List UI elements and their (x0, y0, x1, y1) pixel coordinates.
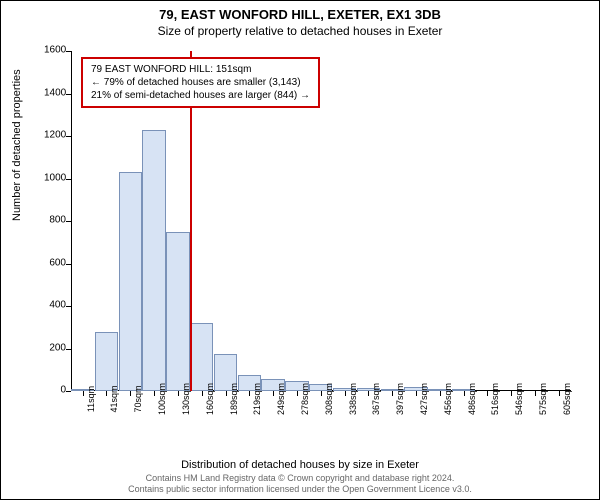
x-tick (559, 391, 560, 396)
annotation-line3: 21% of semi-detached houses are larger (… (91, 89, 310, 102)
x-tick-label: 397sqm (395, 383, 405, 415)
y-tick-label: 1000 (44, 172, 66, 183)
x-tick (535, 391, 536, 396)
x-tick (297, 391, 298, 396)
y-tick (66, 179, 71, 180)
x-tick-label: 278sqm (300, 383, 310, 415)
x-tick (130, 391, 131, 396)
x-tick-label: 11sqm (86, 386, 96, 412)
x-tick (321, 391, 322, 396)
y-tick (66, 391, 71, 392)
x-tick-label: 160sqm (205, 383, 215, 415)
x-tick (106, 391, 107, 396)
x-tick (487, 391, 488, 396)
y-tick (66, 51, 71, 52)
x-tick (154, 391, 155, 396)
x-tick-label: 516sqm (490, 383, 500, 415)
x-tick (83, 391, 84, 396)
x-tick-label: 546sqm (514, 383, 524, 415)
annotation-line1: 79 EAST WONFORD HILL: 151sqm (91, 63, 310, 76)
annotation-box: 79 EAST WONFORD HILL: 151sqm ← 79% of de… (81, 57, 320, 108)
x-tick (345, 391, 346, 396)
y-tick (66, 136, 71, 137)
footer: Contains HM Land Registry data © Crown c… (1, 473, 599, 495)
histogram-bar (190, 323, 213, 391)
y-tick-label: 1600 (44, 45, 66, 56)
y-tick-label: 600 (44, 257, 66, 268)
y-tick-label: 800 (44, 215, 66, 226)
y-tick-label: 0 (44, 385, 66, 396)
x-tick-label: 486sqm (467, 383, 477, 415)
x-tick-label: 605sqm (562, 383, 572, 415)
y-tick (66, 221, 71, 222)
x-tick-label: 367sqm (371, 383, 381, 415)
histogram-bar (95, 332, 118, 392)
histogram-bar (119, 172, 142, 391)
x-tick (273, 391, 274, 396)
y-tick-label: 1200 (44, 130, 66, 141)
y-tick (66, 94, 71, 95)
y-tick (66, 306, 71, 307)
annotation-line2: ← 79% of detached houses are smaller (3,… (91, 76, 310, 89)
footer-line1: Contains HM Land Registry data © Crown c… (1, 473, 599, 484)
x-tick (249, 391, 250, 396)
x-tick-label: 427sqm (419, 383, 429, 415)
histogram-bar (166, 232, 189, 391)
x-tick (464, 391, 465, 396)
plot-area: 11sqm41sqm70sqm100sqm130sqm160sqm189sqm2… (71, 51, 571, 391)
x-tick-label: 189sqm (229, 383, 239, 415)
y-tick (66, 349, 71, 350)
x-tick (416, 391, 417, 396)
footer-line2: Contains public sector information licen… (1, 484, 599, 495)
x-tick (392, 391, 393, 396)
x-tick (440, 391, 441, 396)
x-tick-label: 219sqm (252, 383, 262, 415)
y-axis-label: Number of detached properties (11, 69, 23, 221)
x-tick (202, 391, 203, 396)
x-tick-label: 249sqm (276, 383, 286, 415)
x-tick-label: 70sqm (133, 385, 143, 412)
x-tick (178, 391, 179, 396)
x-tick-label: 308sqm (324, 383, 334, 415)
x-tick-label: 338sqm (348, 383, 358, 415)
x-tick-label: 575sqm (538, 383, 548, 415)
y-tick (66, 264, 71, 265)
x-tick-label: 41sqm (109, 385, 119, 412)
y-tick-label: 200 (44, 342, 66, 353)
x-tick (226, 391, 227, 396)
x-tick (511, 391, 512, 396)
x-axis-label: Distribution of detached houses by size … (1, 459, 599, 471)
chart-title: 79, EAST WONFORD HILL, EXETER, EX1 3DB (1, 7, 599, 22)
x-tick-label: 456sqm (443, 383, 453, 415)
y-tick-label: 400 (44, 300, 66, 311)
x-tick (368, 391, 369, 396)
y-tick-label: 1400 (44, 87, 66, 98)
y-axis-line (71, 51, 72, 391)
chart-subtitle: Size of property relative to detached ho… (1, 24, 599, 38)
chart-container: 79, EAST WONFORD HILL, EXETER, EX1 3DB S… (0, 0, 600, 500)
histogram-bar (142, 130, 165, 391)
x-tick-label: 100sqm (157, 383, 167, 415)
